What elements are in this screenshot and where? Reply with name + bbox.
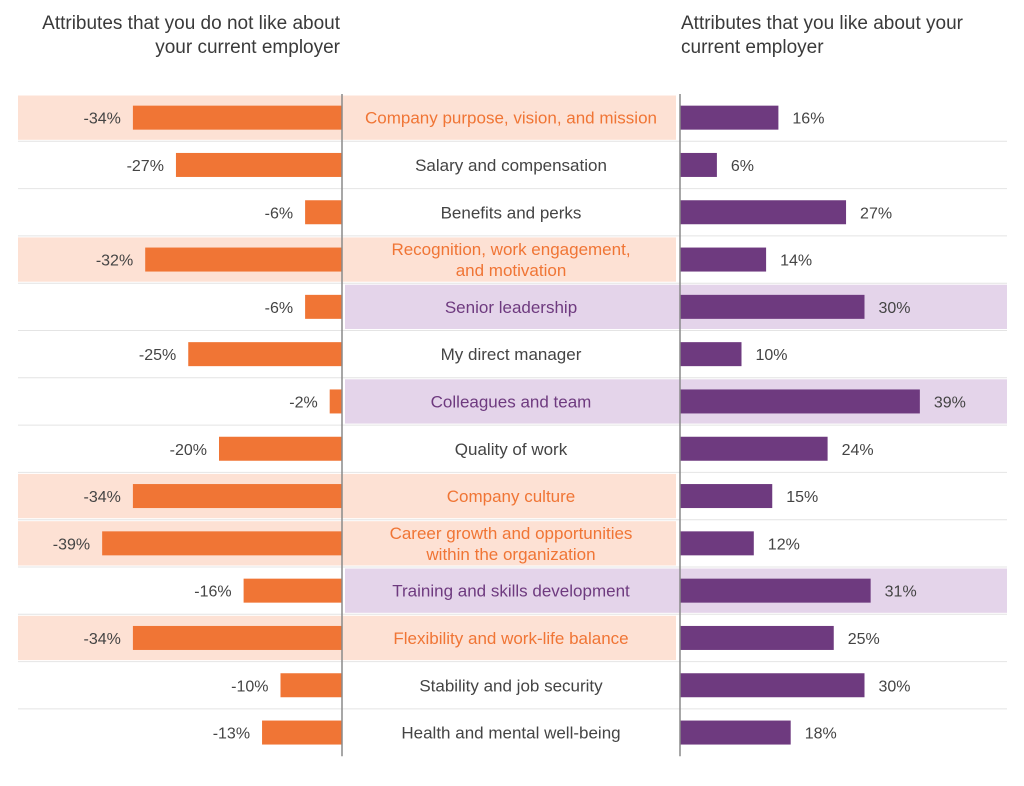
dislike-value-label: -34% (84, 631, 121, 648)
like-bar (680, 531, 754, 556)
like-value-label: 30% (879, 300, 911, 317)
dislike-bar (329, 389, 342, 414)
like-bar (680, 484, 773, 509)
dislike-highlight-band (18, 237, 676, 282)
like-header-line-2: current employer (681, 37, 824, 58)
dislike-value-label: -10% (231, 678, 268, 695)
category-label: Salary and compensation (415, 156, 607, 175)
dislike-bar (305, 294, 342, 319)
category-label-line: Recognition, work engagement, (391, 240, 630, 259)
category-label-line: Flexibility and work-life balance (393, 629, 628, 648)
category-label: My direct manager (441, 345, 582, 364)
like-value-label: 6% (731, 158, 754, 175)
category-label-line: Company culture (447, 487, 576, 506)
dislike-value-label: -34% (84, 111, 121, 128)
dislike-bar (188, 342, 342, 367)
dislike-bar (132, 105, 342, 130)
category-label: Training and skills development (392, 582, 630, 601)
category-label-line: Benefits and perks (441, 203, 582, 222)
category-label-line: Quality of work (455, 440, 568, 459)
like-value-label: 31% (885, 584, 917, 601)
category-label: Recognition, work engagement, and motivat… (391, 240, 630, 280)
dislike-value-label: -13% (213, 726, 250, 743)
dislike-bar (102, 531, 343, 556)
like-value-label: 14% (780, 253, 812, 270)
dislike-header-line-2: your current employer (155, 37, 340, 58)
dislike-value-label: -27% (127, 158, 164, 175)
like-bar (680, 294, 865, 319)
dislike-highlight-band (18, 95, 676, 140)
dislike-value-label: -16% (194, 584, 231, 601)
dislike-value-label: -2% (289, 394, 317, 411)
like-bar (680, 578, 871, 603)
dislike-header-line-1: Attributes that you do not like about (42, 13, 340, 34)
dislike-header: Attributes that you do not like about yo… (0, 12, 340, 60)
like-bar (680, 673, 865, 698)
dislike-value-label: -25% (139, 347, 176, 364)
dislike-bar (132, 625, 342, 650)
like-bar (680, 105, 779, 130)
category-label-line: and motivation (456, 261, 567, 280)
category-label: Career growth and opportunities within th… (390, 524, 633, 564)
dislike-bar (262, 720, 342, 745)
like-value-label: 30% (879, 678, 911, 695)
like-header: Attributes that you like about your curr… (681, 12, 1011, 60)
category-label: Flexibility and work-life balance (393, 629, 628, 648)
dislike-value-label: -20% (170, 442, 207, 459)
like-value-label: 12% (768, 536, 800, 553)
like-value-label: 15% (786, 489, 818, 506)
like-highlight-band (345, 568, 1007, 613)
like-value-label: 16% (792, 111, 824, 128)
category-label-line: Senior leadership (445, 298, 577, 317)
category-label-line: Colleagues and team (431, 392, 592, 411)
category-label-line: My direct manager (441, 345, 582, 364)
dislike-highlight-band (18, 615, 676, 661)
category-label: Colleagues and team (431, 392, 592, 411)
like-value-label: 10% (756, 347, 788, 364)
category-label: Company culture (447, 487, 576, 506)
like-bar (680, 436, 828, 461)
dislike-bar (280, 673, 342, 698)
like-value-label: 18% (805, 726, 837, 743)
like-value-label: 25% (848, 631, 880, 648)
like-bar (680, 389, 920, 414)
category-label-line: within the organization (425, 545, 595, 564)
like-bar (680, 152, 717, 177)
category-label: Senior leadership (445, 298, 577, 317)
category-label-line: Health and mental well-being (401, 724, 620, 743)
like-header-line-1: Attributes that you like about your (681, 13, 963, 34)
dislike-value-label: -6% (265, 300, 293, 317)
like-bar (680, 720, 791, 745)
category-label-line: Stability and job security (419, 676, 603, 695)
category-label: Quality of work (455, 440, 568, 459)
dislike-bar (145, 247, 342, 272)
category-label-line: Salary and compensation (415, 156, 607, 175)
category-label: Company purpose, vision, and mission (365, 109, 657, 128)
like-bar (680, 342, 742, 367)
like-bar (680, 247, 767, 272)
dislike-value-label: -32% (96, 253, 133, 270)
dislike-bar (243, 578, 342, 603)
category-label: Benefits and perks (441, 203, 582, 222)
like-value-label: 39% (934, 394, 966, 411)
category-label-line: Career growth and opportunities (390, 524, 633, 543)
category-label: Stability and job security (419, 676, 603, 695)
like-highlight-band (345, 284, 1007, 329)
category-label: Health and mental well-being (401, 724, 620, 743)
dislike-bar (305, 200, 342, 225)
category-label-line: Training and skills development (392, 582, 630, 601)
like-bar (680, 625, 834, 650)
like-value-label: 27% (860, 205, 892, 222)
dislike-bar (132, 484, 342, 509)
dislike-bar (219, 436, 342, 461)
dislike-highlight-band (18, 473, 676, 519)
dislike-bar (175, 152, 342, 177)
like-bar (680, 200, 847, 225)
dislike-value-label: -6% (265, 205, 293, 222)
dislike-value-label: -39% (53, 536, 90, 553)
dislike-value-label: -34% (84, 489, 121, 506)
like-value-label: 24% (842, 442, 874, 459)
category-label-line: Company purpose, vision, and mission (365, 109, 657, 128)
